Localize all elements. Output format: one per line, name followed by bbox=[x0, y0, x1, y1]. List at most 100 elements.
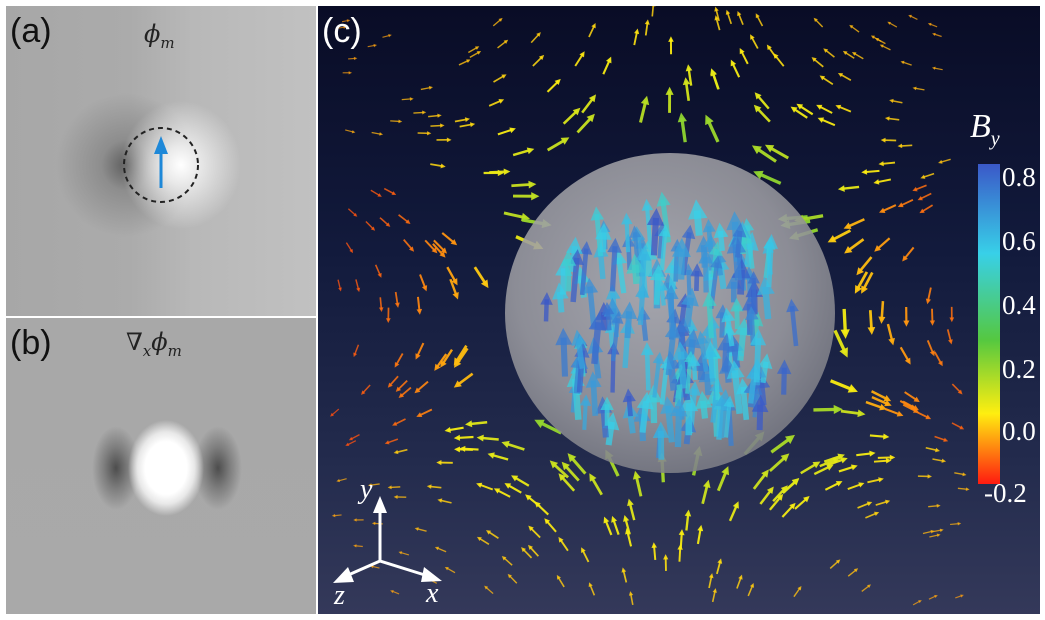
field-arrow-head bbox=[394, 302, 400, 308]
field-arrow-shaft bbox=[838, 465, 855, 473]
field-arrow-shaft bbox=[823, 454, 842, 463]
field-arrow-head bbox=[874, 511, 880, 517]
field-arrow-head bbox=[558, 536, 564, 543]
field-arrow-shaft bbox=[530, 33, 540, 44]
field-arrow-shaft bbox=[576, 116, 593, 134]
y-axis-head bbox=[373, 496, 387, 513]
field-arrow-head bbox=[682, 328, 701, 349]
field-arrow-head bbox=[884, 499, 891, 505]
field-arrow-shaft bbox=[508, 575, 518, 584]
field-arrow-shaft bbox=[946, 329, 952, 343]
field-arrow-head bbox=[887, 21, 892, 25]
field-arrow-head bbox=[415, 353, 421, 360]
field-arrow-shaft bbox=[716, 560, 722, 575]
field-arrow-head bbox=[629, 225, 642, 238]
field-arrow-shaft bbox=[456, 372, 474, 387]
field-arrow-head bbox=[903, 320, 910, 327]
field-arrow-shaft bbox=[881, 204, 897, 213]
field-arrow-shaft bbox=[395, 448, 408, 454]
field-arrow-shaft bbox=[383, 187, 395, 195]
field-arrow-head bbox=[422, 110, 427, 115]
field-arrow-shaft bbox=[563, 464, 580, 482]
field-arrow-shaft bbox=[831, 229, 852, 242]
field-arrow-shaft bbox=[653, 545, 657, 561]
field-arrow-head bbox=[721, 307, 736, 323]
field-arrow-shaft bbox=[875, 500, 888, 506]
field-arrow-shaft bbox=[432, 243, 445, 256]
field-arrow-head bbox=[730, 59, 737, 67]
field-arrow-head bbox=[503, 168, 511, 176]
field-arrow-shaft bbox=[473, 266, 488, 286]
field-arrow-head bbox=[370, 226, 376, 231]
field-arrow-head bbox=[392, 421, 398, 426]
field-arrow-head bbox=[957, 522, 962, 526]
field-arrow-shaft bbox=[506, 483, 522, 494]
field-arrow-head bbox=[623, 514, 630, 522]
field-arrow-shaft bbox=[755, 146, 777, 163]
field-arrow-head bbox=[377, 193, 382, 197]
field-arrow-shaft bbox=[626, 531, 633, 547]
field-arrow-head bbox=[560, 137, 570, 145]
field-arrow-shaft bbox=[371, 131, 382, 135]
field-arrow-shaft bbox=[932, 529, 942, 533]
x-axis-line bbox=[379, 559, 429, 578]
axis-label-y: y bbox=[360, 474, 373, 505]
field-arrow-head bbox=[690, 263, 704, 277]
field-arrow-head bbox=[603, 516, 610, 524]
field-arrow-head bbox=[849, 24, 854, 29]
field-arrow-head bbox=[588, 312, 607, 331]
field-arrow-head bbox=[501, 74, 507, 79]
field-arrow-head bbox=[897, 143, 903, 149]
field-arrow-head bbox=[664, 284, 679, 300]
field-arrow-head bbox=[343, 25, 347, 29]
colorbar-tick-0-2: 0.2 bbox=[1002, 354, 1036, 384]
field-arrow-head bbox=[776, 359, 792, 375]
field-arrow-shaft bbox=[899, 346, 910, 363]
field-arrow-head bbox=[589, 473, 597, 482]
field-arrow-shaft bbox=[701, 483, 709, 505]
field-arrow-head bbox=[353, 56, 358, 61]
field-arrow-head bbox=[677, 112, 687, 123]
field-arrow-head bbox=[753, 104, 762, 113]
field-arrow-shaft bbox=[652, 358, 662, 398]
field-arrow-head bbox=[640, 95, 650, 106]
field-arrow-shaft bbox=[696, 528, 702, 545]
field-arrow-head bbox=[585, 371, 602, 388]
field-arrow-head bbox=[621, 212, 633, 225]
field-arrow-head bbox=[957, 389, 963, 395]
field-arrow-head bbox=[588, 94, 597, 103]
field-arrow-head bbox=[390, 590, 394, 594]
field-arrow-head bbox=[816, 104, 823, 110]
field-arrow-head bbox=[937, 360, 943, 367]
field-arrow-head bbox=[567, 453, 577, 463]
field-arrow-head bbox=[878, 161, 884, 167]
field-arrow-shaft bbox=[715, 17, 721, 31]
axis-label-z: z bbox=[334, 580, 345, 611]
field-arrow-head bbox=[897, 202, 904, 208]
field-arrow-shaft bbox=[538, 420, 562, 435]
field-arrow-shaft bbox=[904, 391, 918, 402]
field-arrow-head bbox=[476, 536, 482, 542]
field-arrow-head bbox=[739, 48, 745, 55]
field-arrow-head bbox=[839, 347, 848, 358]
field-arrow-head bbox=[651, 542, 657, 549]
panel-b-title-nabla: ∇ bbox=[126, 328, 143, 356]
field-arrow-head bbox=[581, 547, 586, 553]
field-arrow-head bbox=[353, 544, 357, 548]
field-arrow-head bbox=[936, 533, 941, 538]
field-arrow-head bbox=[656, 191, 671, 207]
field-arrow-head bbox=[426, 131, 432, 136]
field-arrow-head bbox=[636, 245, 652, 261]
field-arrow-head bbox=[446, 137, 452, 143]
field-arrow-head bbox=[835, 104, 842, 110]
field-arrow-shaft bbox=[861, 585, 870, 592]
field-arrow-head bbox=[540, 292, 553, 305]
field-arrow-head bbox=[591, 22, 596, 29]
field-arrow-shaft bbox=[950, 522, 960, 526]
field-arrow-head bbox=[702, 291, 717, 307]
sphere-outline-circle bbox=[123, 127, 199, 203]
field-arrow-head bbox=[747, 271, 760, 284]
field-arrow-head bbox=[880, 137, 886, 143]
field-arrow-head bbox=[555, 327, 573, 346]
field-arrow-shaft bbox=[850, 25, 860, 33]
